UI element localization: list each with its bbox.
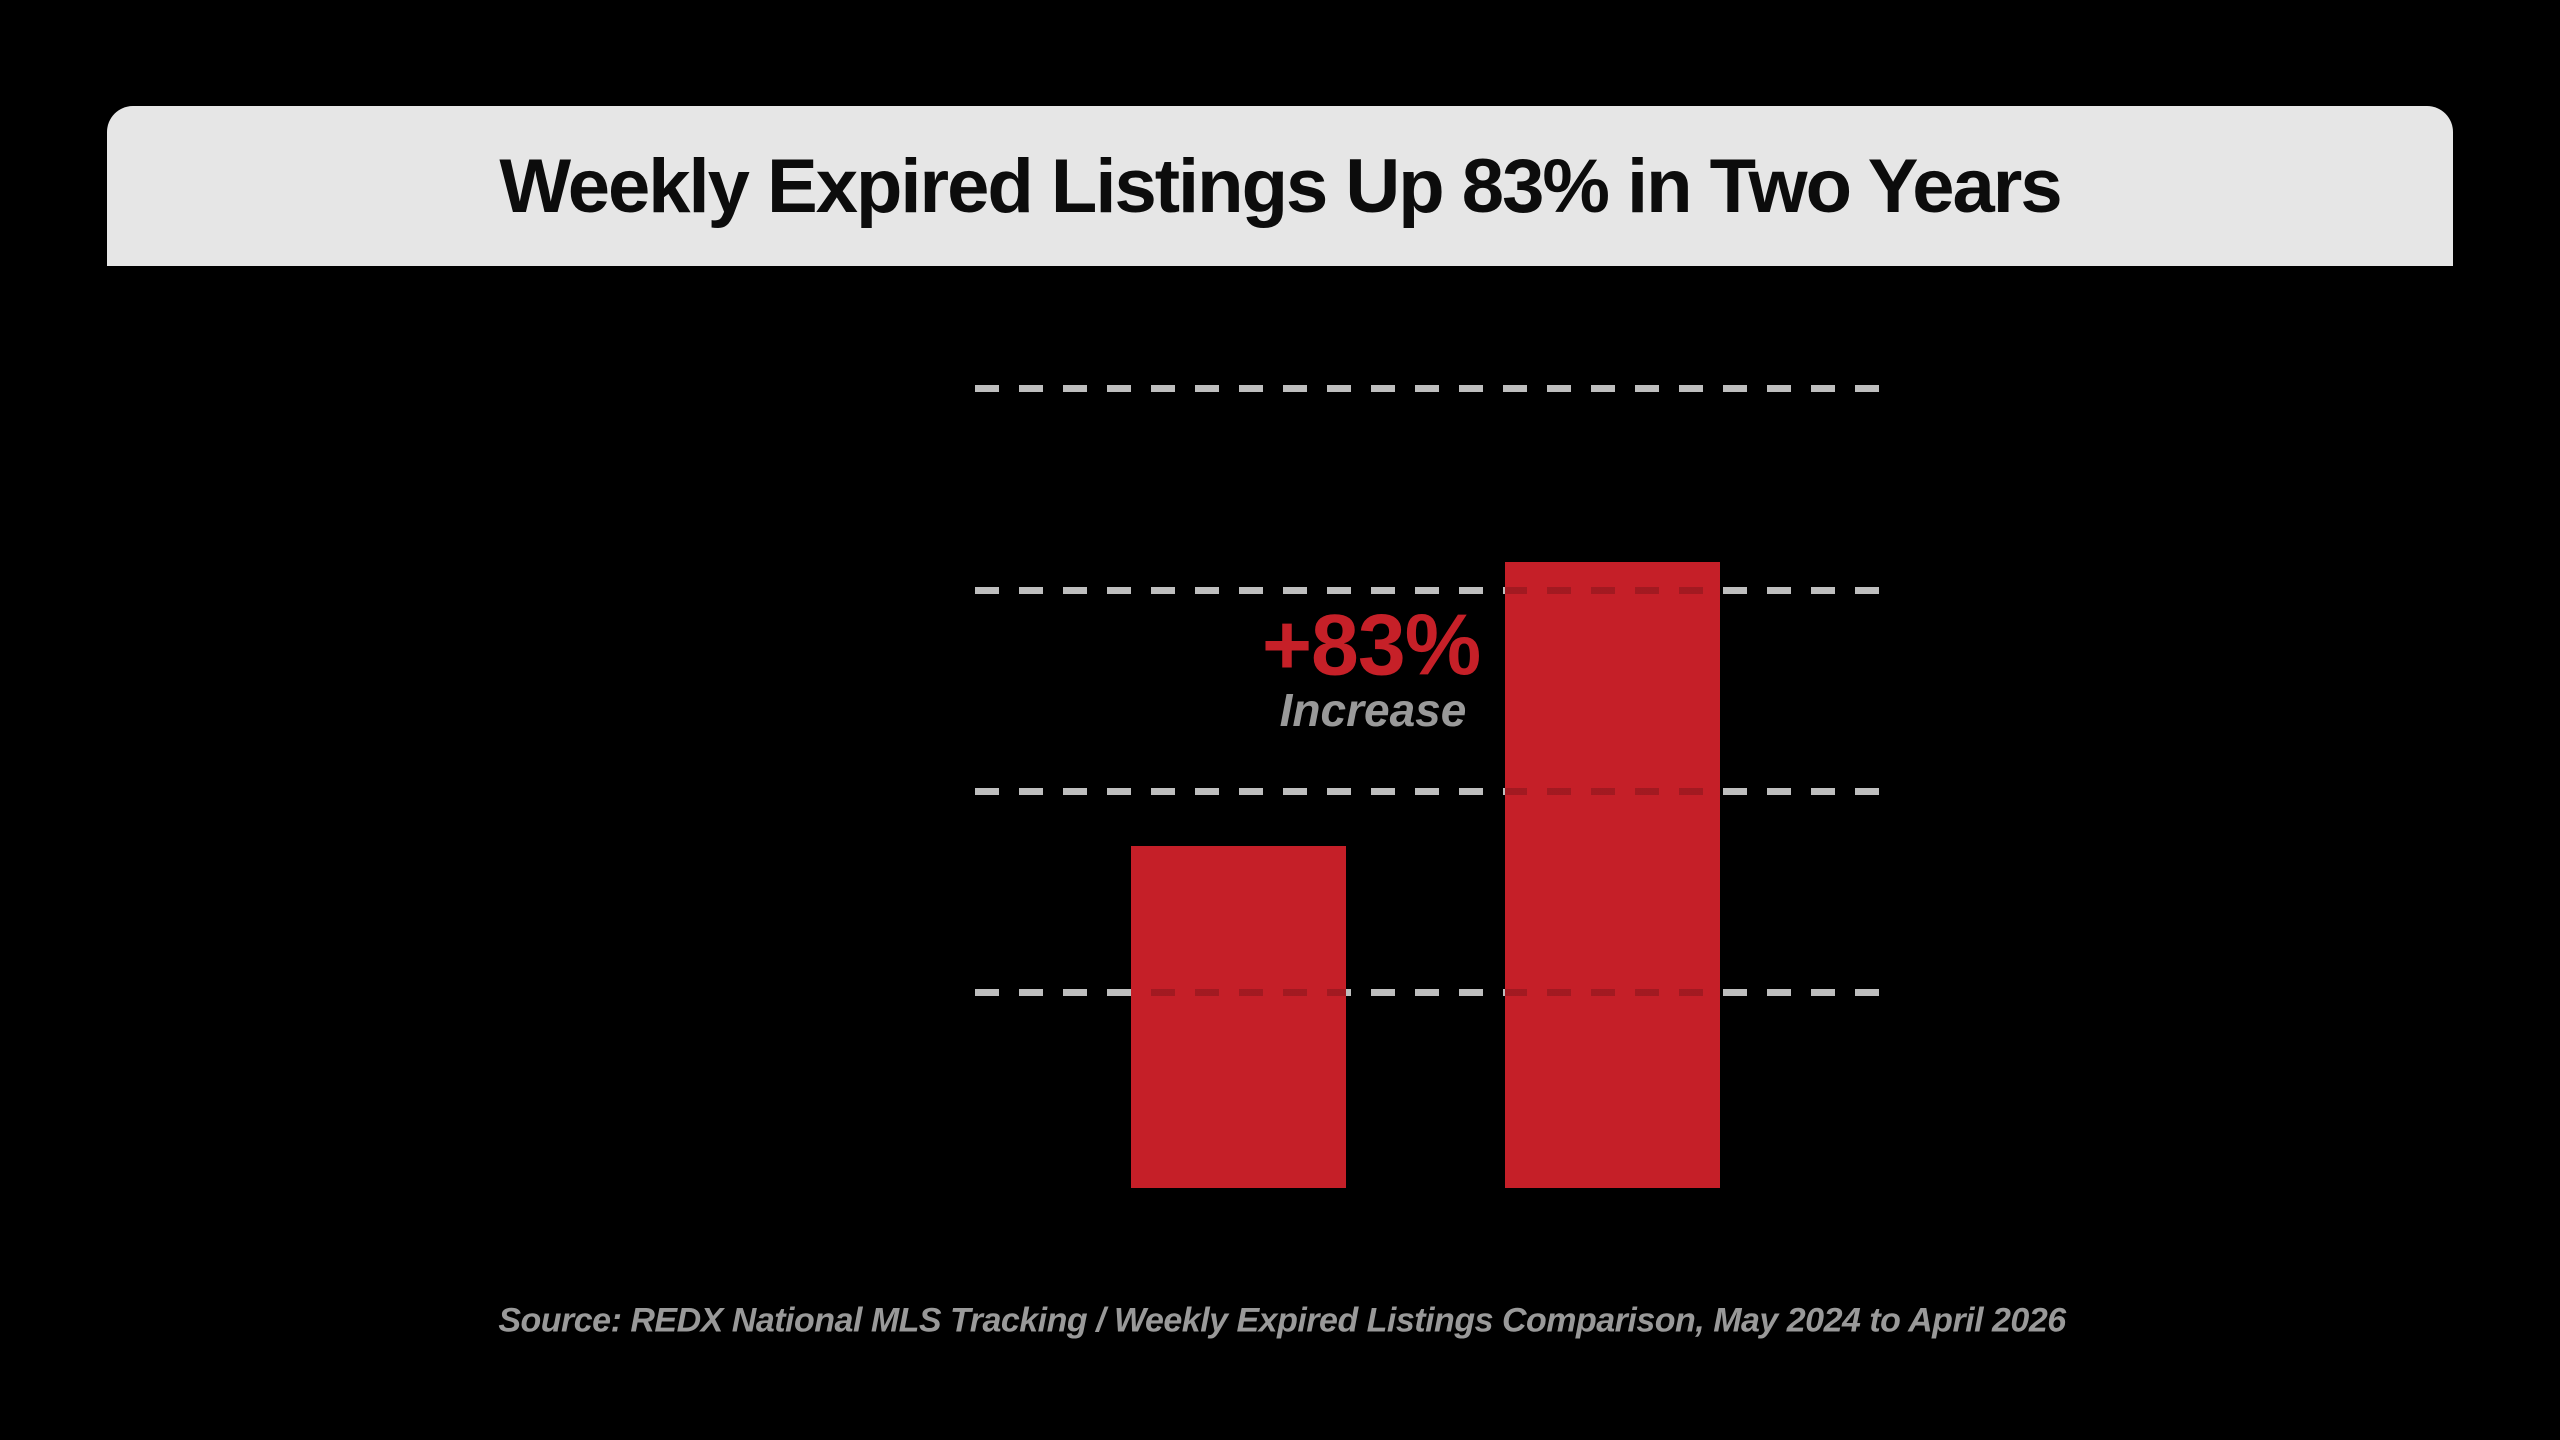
page-title: Weekly Expired Listings Up 83% in Two Ye…	[499, 143, 2062, 229]
bar-May 2024	[1131, 846, 1346, 1188]
gridline-overlay	[975, 385, 1881, 392]
increase-label: Increase	[1279, 684, 1467, 736]
gridline-overlay	[975, 788, 1881, 795]
gridline-overlay	[975, 587, 1881, 594]
title-banner: Weekly Expired Listings Up 83% in Two Ye…	[107, 106, 2453, 266]
gridline	[975, 587, 1881, 594]
gridline	[975, 989, 1881, 996]
percent-change-label: +83%	[1261, 597, 1481, 694]
bar-April 2026	[1505, 562, 1720, 1188]
gridline	[975, 788, 1881, 795]
source-caption: Source: REDX National MLS Tracking / Wee…	[498, 1301, 2066, 1340]
gridline-overlay	[975, 989, 1881, 996]
gridline	[975, 385, 1881, 392]
